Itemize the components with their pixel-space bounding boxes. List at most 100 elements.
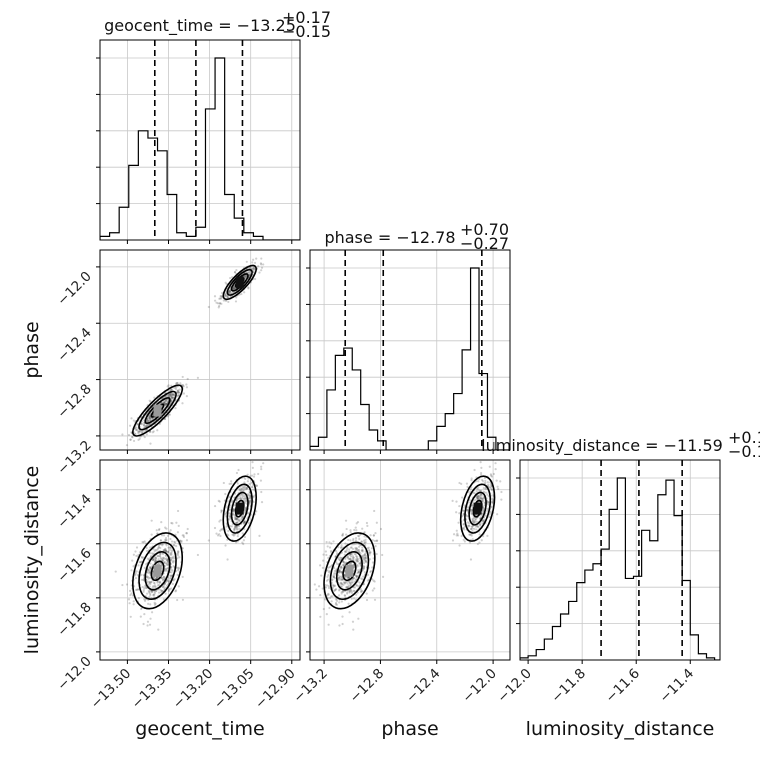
sample-point bbox=[242, 521, 245, 525]
sample-point bbox=[327, 571, 331, 574]
sample-point bbox=[365, 598, 369, 602]
sample-point bbox=[253, 268, 256, 271]
sample-point bbox=[127, 433, 131, 437]
sample-point bbox=[154, 602, 157, 605]
sample-point bbox=[327, 593, 330, 596]
sample-point bbox=[185, 383, 188, 386]
sample-point bbox=[500, 490, 503, 494]
sample-point bbox=[166, 402, 169, 405]
sample-point bbox=[153, 396, 156, 399]
panel-content bbox=[100, 460, 300, 660]
sample-point bbox=[169, 552, 172, 555]
panel-phase-vs-phase bbox=[306, 249, 511, 454]
sample-point bbox=[177, 569, 180, 572]
sample-point bbox=[336, 552, 339, 555]
sample-point bbox=[350, 581, 353, 584]
sample-point bbox=[134, 433, 137, 436]
sample-point bbox=[164, 558, 167, 561]
sample-point bbox=[347, 558, 350, 561]
sample-point bbox=[244, 477, 247, 480]
sample-point bbox=[325, 541, 328, 544]
sample-point bbox=[353, 552, 356, 556]
sample-point bbox=[166, 534, 170, 537]
sample-point bbox=[148, 572, 151, 575]
sample-point bbox=[155, 589, 158, 592]
sample-point bbox=[341, 615, 344, 618]
sample-point bbox=[134, 574, 137, 577]
sample-point bbox=[163, 401, 166, 404]
sample-point bbox=[347, 576, 350, 580]
sample-point bbox=[465, 515, 468, 518]
sample-point bbox=[181, 575, 184, 578]
sample-point bbox=[176, 566, 179, 569]
sample-point bbox=[228, 290, 232, 293]
sample-point bbox=[358, 533, 362, 536]
sample-point bbox=[369, 551, 372, 555]
sample-point bbox=[177, 585, 180, 588]
sample-point bbox=[340, 556, 343, 560]
sample-point bbox=[166, 560, 170, 564]
sample-point bbox=[490, 505, 493, 508]
sample-point bbox=[488, 465, 491, 468]
sample-point bbox=[238, 489, 241, 492]
sample-point bbox=[355, 559, 358, 562]
sample-point bbox=[169, 547, 173, 550]
sample-point bbox=[164, 402, 167, 406]
sample-point bbox=[472, 520, 475, 523]
sample-point bbox=[160, 521, 163, 524]
contour-level-1 bbox=[226, 483, 253, 534]
sample-point bbox=[357, 535, 361, 538]
sample-point bbox=[157, 546, 160, 549]
sample-point bbox=[252, 500, 255, 504]
sample-point bbox=[318, 564, 322, 567]
sample-point bbox=[135, 546, 139, 549]
sample-point bbox=[171, 393, 174, 396]
sample-point bbox=[186, 527, 189, 531]
sample-point bbox=[156, 576, 159, 579]
sample-point bbox=[243, 521, 246, 524]
sample-point bbox=[241, 495, 244, 498]
sample-point bbox=[134, 428, 137, 431]
sample-point bbox=[326, 594, 329, 597]
sample-point bbox=[251, 466, 254, 469]
contour-level-2 bbox=[335, 551, 363, 591]
sample-point bbox=[132, 565, 135, 568]
sample-point bbox=[171, 393, 174, 396]
sample-point bbox=[159, 552, 162, 555]
sample-point bbox=[233, 528, 236, 531]
sample-point bbox=[339, 570, 342, 573]
sample-point bbox=[147, 589, 150, 592]
sample-point bbox=[373, 539, 376, 543]
sample-point bbox=[474, 498, 477, 501]
sample-point bbox=[356, 558, 360, 561]
sample-point bbox=[353, 564, 356, 568]
sample-point bbox=[240, 493, 243, 497]
sample-point bbox=[134, 550, 137, 553]
ylabel-phase: phase bbox=[21, 321, 43, 378]
sample-point bbox=[148, 581, 151, 584]
sample-point bbox=[248, 272, 252, 275]
sample-point bbox=[260, 490, 263, 494]
sample-point bbox=[160, 591, 163, 594]
panel-luminosity_distance-vs-phase: −13.2 −12.8 −12.4 −12.0 bbox=[290, 459, 511, 706]
sample-point bbox=[131, 435, 134, 438]
sample-point bbox=[338, 588, 341, 591]
xlabel-geocent-time: geocent_time bbox=[135, 718, 264, 740]
sample-point bbox=[334, 603, 337, 606]
sample-point bbox=[368, 553, 371, 556]
sample-point bbox=[164, 568, 168, 572]
sample-point bbox=[140, 423, 143, 426]
sample-point bbox=[474, 517, 477, 520]
density-peak bbox=[235, 502, 244, 515]
sample-point bbox=[475, 490, 478, 493]
sample-point bbox=[125, 583, 129, 586]
sample-point bbox=[340, 565, 343, 568]
sample-point bbox=[356, 559, 359, 563]
sample-point bbox=[476, 525, 479, 528]
sample-point bbox=[234, 521, 238, 524]
sample-point bbox=[479, 495, 482, 498]
sample-point bbox=[171, 393, 174, 396]
sample-point bbox=[196, 376, 200, 379]
sample-point bbox=[170, 550, 173, 553]
sample-point bbox=[156, 576, 159, 579]
